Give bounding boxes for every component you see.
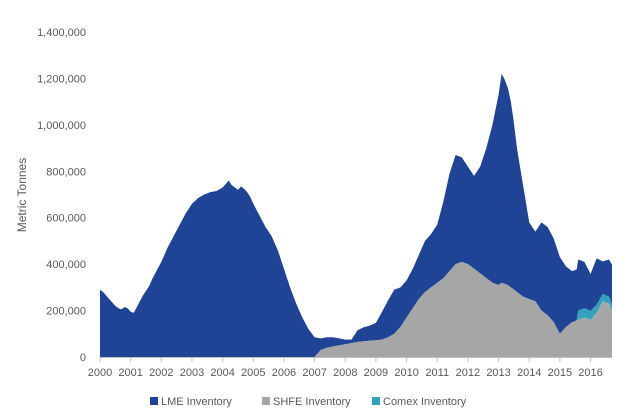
x-tick-label: 2006 <box>272 367 296 379</box>
x-tick-label: 2000 <box>88 367 112 379</box>
x-tick-label: 2016 <box>578 367 602 379</box>
legend-swatch-comex-inventory <box>372 397 380 405</box>
x-tick-label: 2009 <box>364 367 388 379</box>
legend-swatch-shfe-inventory <box>262 397 270 405</box>
plot-area <box>100 73 612 357</box>
legend: LME Inventory SHFE Inventory Comex Invento… <box>150 396 467 408</box>
legend-label-comex-inventory: Comex Inventory <box>383 396 467 408</box>
x-tick-label: 2012 <box>456 367 480 379</box>
x-tick-label: 2011 <box>425 367 449 379</box>
y-tick-label: 200,000 <box>46 306 86 318</box>
legend-label-shfe-inventory: SHFE Inventory <box>273 396 351 408</box>
x-tick-label: 2015 <box>548 367 572 379</box>
y-tick-label: 400,000 <box>46 259 86 271</box>
axes: 0 200,000 400,000 600,000 800,000 1,000,000 1,… <box>37 27 612 379</box>
series-area-shfe-inventory <box>100 261 612 357</box>
legend-swatch-lme-inventory <box>150 397 158 405</box>
x-tick-label: 2008 <box>333 367 357 379</box>
x-tick-label: 2013 <box>486 367 510 379</box>
x-tick-label: 2004 <box>210 367 234 379</box>
x-tick-label: 2007 <box>302 367 326 379</box>
y-axis-title: Metric Tonnes <box>15 158 29 232</box>
y-tick-label: 1,400,000 <box>37 27 86 39</box>
x-tick-label: 2005 <box>241 367 265 379</box>
x-tick-label: 2003 <box>180 367 204 379</box>
x-tick-label: 2010 <box>394 367 418 379</box>
x-tick-label: 2014 <box>517 367 541 379</box>
y-tick-label: 1,000,000 <box>37 120 86 132</box>
y-tick-label: 800,000 <box>46 166 86 178</box>
y-tick-label: 0 <box>80 352 86 364</box>
legend-label-lme-inventory: LME Inventory <box>161 396 232 408</box>
x-tick-label: 2002 <box>149 367 173 379</box>
y-tick-label: 600,000 <box>46 213 86 225</box>
x-tick-label: 2001 <box>118 367 142 379</box>
y-tick-label: 1,200,000 <box>37 73 86 85</box>
series-area-lme-inventory <box>100 73 612 357</box>
